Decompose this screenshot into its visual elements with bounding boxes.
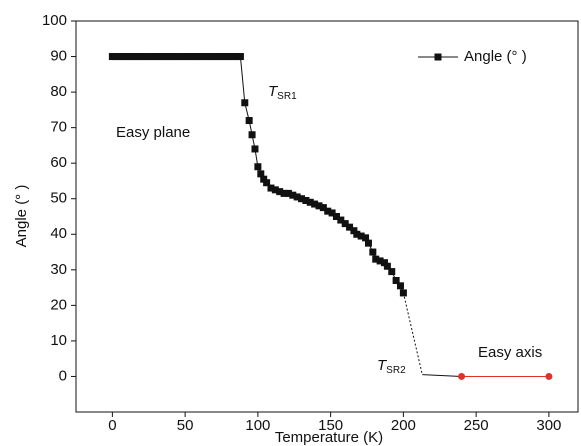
data-point (369, 248, 377, 256)
data-point (458, 372, 466, 380)
x-tick-label: 250 (464, 417, 489, 434)
data-point (298, 195, 306, 203)
plot-frame (75, 20, 579, 413)
data-point (236, 53, 244, 61)
data-point (324, 207, 332, 215)
data-point (293, 193, 301, 201)
y-tick-label: 100 (42, 12, 67, 29)
data-point (392, 276, 400, 284)
data-point (353, 230, 361, 238)
y-tick-label: 60 (50, 154, 67, 171)
y-tick-label: 20 (50, 296, 67, 313)
y-tick-label: 30 (50, 261, 67, 278)
data-point (289, 191, 297, 199)
data-point (350, 227, 358, 235)
data-point (302, 197, 310, 205)
data-point (388, 268, 396, 276)
data-point (328, 209, 336, 217)
data-point (251, 145, 259, 153)
legend-label: Angle (° ) (464, 48, 527, 65)
connector-segment (422, 374, 462, 377)
x-tick-label: 300 (536, 417, 561, 434)
data-point (276, 188, 284, 196)
data-point (271, 186, 279, 194)
legend-marker (434, 53, 442, 61)
annotation-subscript: SR2 (386, 365, 406, 376)
annotation-text: Easy axis (478, 344, 542, 361)
data-point (257, 170, 265, 178)
data-point (545, 372, 553, 380)
y-tick-label: 80 (50, 83, 67, 100)
annotation: Easy axis (478, 344, 542, 361)
data-point (311, 200, 319, 208)
annotation-text: Easy plane (116, 124, 190, 141)
data-point (346, 223, 354, 231)
data-point (380, 259, 388, 267)
data-point (357, 232, 365, 240)
annotation-subscript: SR1 (277, 91, 297, 102)
x-tick-label: 50 (177, 417, 194, 434)
y-tick-label: 50 (50, 190, 67, 207)
data-point (399, 289, 407, 297)
data-point (372, 255, 380, 263)
data-point (319, 204, 327, 212)
y-tick-label: 70 (50, 119, 67, 136)
data-point (280, 189, 288, 197)
annotation-text: T (377, 357, 388, 374)
data-point (260, 175, 268, 183)
x-axis-label: Temperature (K) (275, 429, 383, 446)
data-point (284, 189, 292, 197)
annotation: TSR2 (377, 357, 406, 376)
y-tick-label: 90 (50, 48, 67, 65)
data-point (362, 234, 370, 242)
x-tick-label: 0 (108, 417, 116, 434)
data-point (337, 216, 345, 224)
data-point (306, 198, 314, 206)
y-tick-label: 10 (50, 332, 67, 349)
annotation: Easy plane (116, 124, 190, 141)
data-point (341, 220, 349, 228)
data-point (254, 163, 262, 171)
y-tick-label: 0 (59, 367, 67, 384)
data-point (241, 99, 249, 107)
x-tick-label: 150 (318, 417, 343, 434)
data-point (364, 239, 372, 247)
connector-segment (402, 292, 423, 375)
data-point (248, 131, 256, 139)
annotation: TSR1 (268, 83, 297, 102)
data-point (383, 262, 391, 270)
data-point (263, 179, 271, 187)
y-tick-label: 40 (50, 225, 67, 242)
x-tick-label: 100 (245, 417, 270, 434)
data-point (376, 257, 384, 265)
x-tick-label: 200 (391, 417, 416, 434)
data-point (396, 282, 404, 290)
y-axis-label: Angle (° ) (13, 185, 30, 248)
data-point (245, 117, 253, 125)
data-point (332, 213, 340, 220)
annotation-text: T (268, 83, 279, 100)
data-point (315, 202, 323, 210)
data-point (267, 184, 275, 192)
